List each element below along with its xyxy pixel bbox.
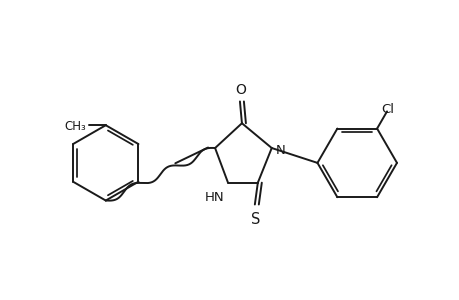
Text: S: S xyxy=(251,212,260,227)
Text: N: N xyxy=(275,143,285,157)
Text: CH₃: CH₃ xyxy=(64,120,86,133)
Text: O: O xyxy=(235,82,246,97)
Text: Cl: Cl xyxy=(381,103,394,116)
Text: HN: HN xyxy=(204,190,224,204)
